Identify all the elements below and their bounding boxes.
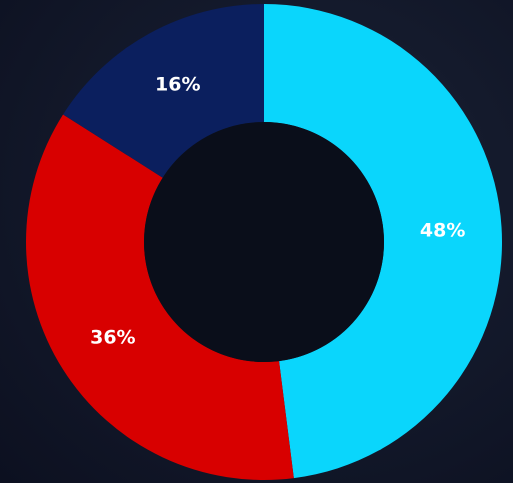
data-label: 36%: [90, 326, 135, 348]
donut-segment: [63, 4, 264, 178]
data-label: 16%: [155, 74, 200, 96]
donut-hole: [144, 122, 384, 362]
donut-segment: [264, 4, 503, 479]
data-label: 48%: [420, 219, 465, 241]
donut-segment: [26, 114, 294, 481]
